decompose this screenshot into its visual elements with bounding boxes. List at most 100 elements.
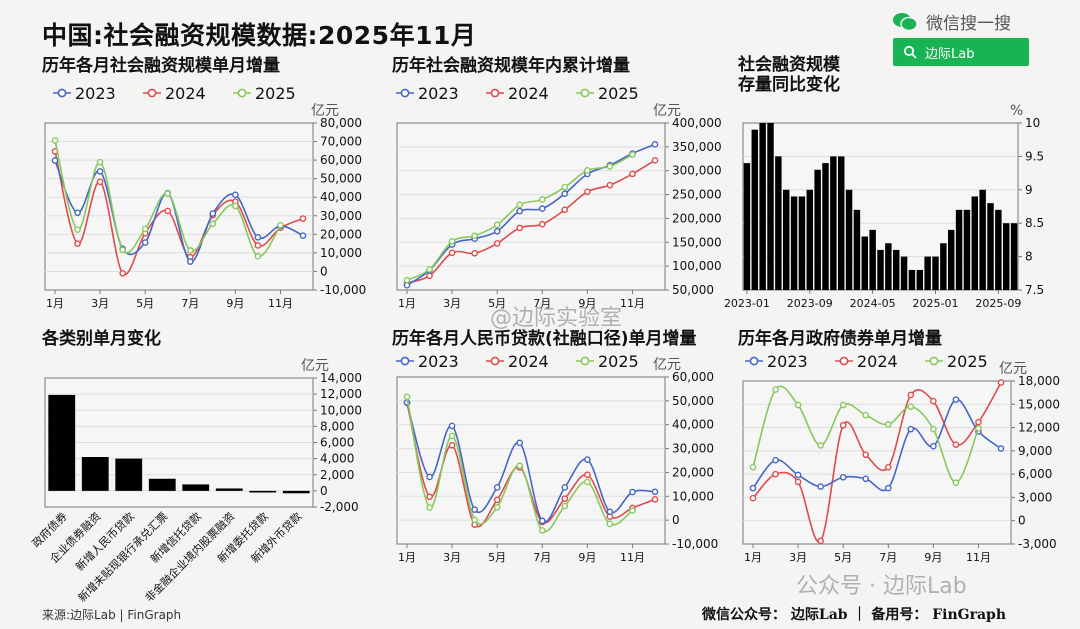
chart5-point-2025 (471, 516, 478, 524)
chart5-legend-marker-2023 (400, 356, 410, 366)
chart3-bar (814, 169, 821, 290)
chart1-ytick-label: 40,000 (320, 190, 362, 204)
chart3-bar (743, 163, 751, 290)
chart2-xtick-label: 11月 (620, 297, 645, 310)
chart2-xtick-label: 1月 (398, 297, 416, 310)
chart6-point-2024 (884, 463, 892, 471)
chart2-point-2023 (403, 282, 411, 289)
search-button[interactable]: 边际Lab (893, 38, 1029, 66)
chart4-ytick-label: 12,000 (320, 387, 362, 401)
chart4-ytick-label: 2,000 (320, 468, 354, 482)
chart6-ytick-label: 0 (1018, 514, 1026, 528)
chart1-point-2025 (141, 225, 149, 233)
chart1-legend-marker-2023 (57, 88, 67, 98)
chart6-ytick-label: 9,000 (1018, 444, 1052, 458)
search-text: 边际Lab (925, 46, 975, 62)
chart6-point-2023 (817, 483, 824, 490)
chart1-ytick-label: 60,000 (320, 153, 362, 167)
chart5-ytick-label: 0 (672, 513, 680, 527)
chart3-ytick-label: 8 (1025, 250, 1033, 264)
chart3-bar (908, 269, 916, 290)
chart3-ytick-label: 10 (1025, 116, 1040, 130)
chart5-point-2025 (629, 507, 636, 514)
chart2-point-2025 (448, 238, 456, 245)
chart3-bar (853, 209, 861, 290)
chart6-point-2023 (772, 456, 779, 464)
chart3-xtick-label: 2024-05 (850, 297, 896, 310)
chart6-point-2025 (817, 442, 824, 449)
chart1-xtick-label: 9月 (226, 297, 244, 310)
chart6-legend-label-2024: 2024 (857, 352, 898, 371)
chart1-legend-marker-2024 (147, 88, 157, 98)
chart6-point-2025 (794, 401, 802, 409)
chart1-point-2023 (299, 232, 307, 239)
chart1-legend-marker-2025 (237, 88, 247, 98)
chart2-point-2025 (629, 151, 636, 158)
chart3-title: 社会融资规模 存量同比变化 (738, 55, 840, 95)
chart5-plot-frame (396, 376, 666, 545)
chart5-point-2023 (584, 456, 591, 463)
chart6-xtick-label: 3月 (789, 551, 807, 564)
chart6-point-2024 (817, 537, 824, 545)
footer-source: 来源:边际Lab | FinGraph (42, 608, 182, 622)
chart4-ytick-label: 6,000 (320, 436, 354, 450)
chart2-legend-marker-2025 (580, 88, 590, 98)
chart5-point-2025 (584, 478, 591, 486)
chart6-title: 历年各月政府债券单月增量 (738, 329, 942, 349)
chart1-point-2023 (51, 157, 59, 164)
chart1-unit-label: 亿元 (311, 103, 339, 119)
chart1-point-2024 (164, 207, 172, 215)
chart5-point-2025 (448, 432, 456, 440)
chart1-ytick-label: 0 (320, 264, 328, 278)
chart2-plot-frame (396, 122, 666, 291)
chart1-ytick-label: 10,000 (320, 246, 362, 260)
chart6-xtick-label: 5月 (834, 551, 852, 564)
chart5-title: 历年各月人民币贷款(社融口径)单月增量 (392, 329, 697, 349)
chart6-ytick-label: 6,000 (1018, 467, 1052, 481)
chart1-xtick-label: 7月 (181, 297, 199, 310)
chart1-ytick-label: 30,000 (320, 209, 362, 223)
chart5-legend-label-2023: 2023 (418, 352, 459, 371)
weibo-watermark: @边际实验室 (490, 306, 623, 331)
chart3-bar (924, 256, 931, 290)
chart2-ytick-label: 100,000 (672, 259, 722, 273)
chart2-point-2025 (538, 196, 546, 203)
chart3-bar (775, 156, 782, 290)
chart1-point-2024 (119, 269, 126, 277)
chart3-bar (877, 249, 884, 290)
chart2-point-2024 (516, 224, 524, 232)
chart4-category-label: 新增人民币贷款 (73, 509, 137, 573)
chart2-unit-label: 亿元 (653, 103, 681, 119)
chart3-bar (940, 243, 947, 290)
chart5-point-2023 (629, 488, 636, 496)
chart3-bar (1002, 223, 1010, 290)
chart5-point-2023 (516, 439, 524, 447)
chart6-ytick-label: -3,000 (1018, 537, 1057, 551)
chart6-legend-marker-2024 (839, 356, 849, 366)
chart3-bar (932, 256, 939, 290)
chart1-point-2025 (164, 190, 172, 197)
chart5-point-2023 (651, 488, 659, 496)
chart5-ytick-label: 40,000 (672, 418, 714, 432)
chart5-point-2025 (493, 503, 501, 511)
chart2-xtick-label: 9月 (578, 297, 596, 310)
chart1-point-2025 (119, 246, 126, 254)
chart3-bar (798, 196, 806, 290)
chart2-legend-marker-2023 (400, 88, 410, 98)
chart1-point-2023 (232, 191, 239, 199)
chart3-bar (900, 256, 908, 290)
chart6-ytick-label: 18,000 (1018, 374, 1060, 388)
chart5-point-2025 (403, 393, 411, 401)
chart6-xtick-label: 11月 (966, 551, 991, 564)
chart4-bar (115, 458, 143, 491)
chart5-xtick-label: 1月 (398, 551, 416, 564)
chart4-ytick-label: 14,000 (320, 371, 362, 385)
chart6-point-2024 (997, 379, 1005, 386)
chart6-legend-label-2025: 2025 (947, 352, 988, 371)
chart5-point-2024 (448, 441, 456, 449)
chart2-point-2023 (516, 207, 524, 215)
chart2-point-2024 (561, 206, 569, 214)
chart6-point-2025 (862, 411, 870, 419)
chart2-point-2024 (493, 240, 501, 247)
chart5-xtick-label: 11月 (620, 551, 645, 564)
